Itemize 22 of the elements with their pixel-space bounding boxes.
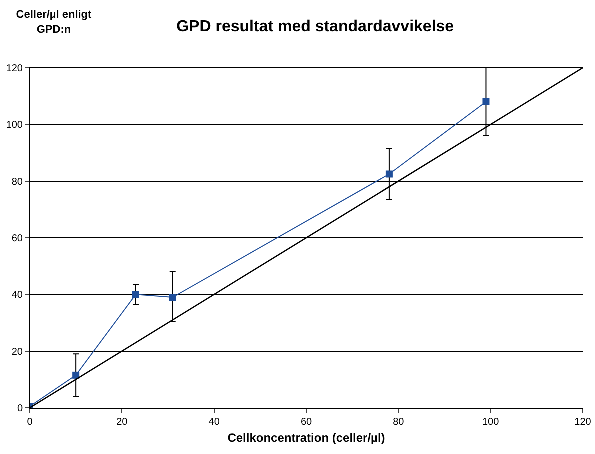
point <box>482 98 490 106</box>
y-tick-label: 80 <box>12 176 24 188</box>
x-tick-label: 0 <box>27 417 34 428</box>
x-tick-label: 80 <box>393 417 405 428</box>
chart-title: GPD resultat med standardavvikelse <box>176 18 454 36</box>
y-axis-title: Celler/µl enligt GPD:n <box>15 8 93 38</box>
point <box>169 294 176 301</box>
x-tick-label: 20 <box>116 417 128 428</box>
x-tick-label: 60 <box>300 417 312 428</box>
y-tick-label: 120 <box>6 64 24 74</box>
x-tick-label: 100 <box>482 417 500 428</box>
point <box>132 291 140 298</box>
y-tick-label: 40 <box>12 290 24 302</box>
x-axis-title: Cellkoncentration (celler/µl) <box>228 430 386 445</box>
point <box>386 170 393 178</box>
y-tick-label: 0 <box>17 404 24 414</box>
y-tick-label: 100 <box>6 120 24 132</box>
y-tick-label: 60 <box>12 234 24 244</box>
y-tick-label: 20 <box>12 346 24 358</box>
x-tick-label: 40 <box>208 417 220 428</box>
point <box>72 372 80 379</box>
x-tick-label: 120 <box>574 417 592 428</box>
